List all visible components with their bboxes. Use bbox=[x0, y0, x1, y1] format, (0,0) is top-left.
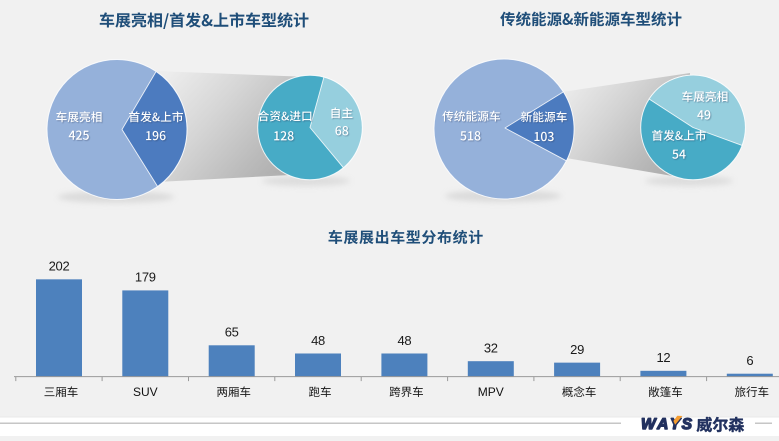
svg-text:48: 48 bbox=[311, 333, 325, 348]
svg-text:48: 48 bbox=[397, 333, 411, 348]
svg-text:202: 202 bbox=[49, 259, 70, 274]
svg-text:6: 6 bbox=[746, 353, 753, 368]
svg-text:32: 32 bbox=[484, 340, 498, 355]
svg-text:MPV: MPV bbox=[478, 385, 504, 399]
svg-text:179: 179 bbox=[135, 270, 156, 285]
svg-text:65: 65 bbox=[225, 325, 239, 340]
svg-text:12: 12 bbox=[656, 350, 670, 365]
svg-text:SUV: SUV bbox=[133, 385, 158, 399]
svg-text:29: 29 bbox=[570, 342, 584, 357]
